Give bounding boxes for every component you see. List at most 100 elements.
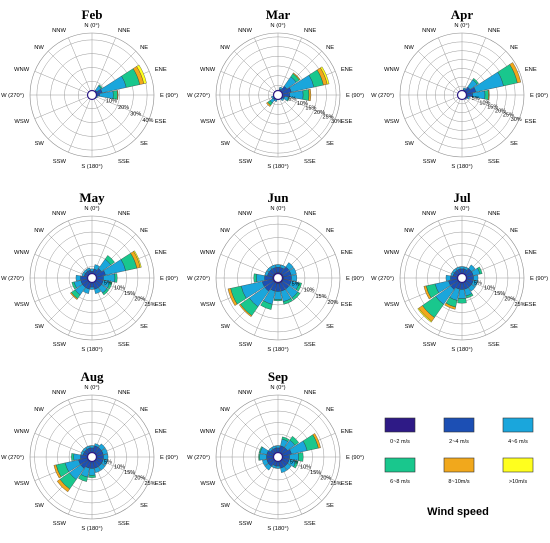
wind-sector-s-bin2 xyxy=(276,466,280,468)
wind-sector-w-bin3 xyxy=(254,274,257,283)
direction-label: ESE xyxy=(155,481,167,487)
ring-label: 30% xyxy=(130,111,141,117)
wind-sector-n-bin2 xyxy=(276,446,280,448)
direction-label: NNW xyxy=(238,390,252,396)
direction-label: N (0°) xyxy=(270,23,285,29)
legend-swatch xyxy=(444,458,474,472)
direction-label: ENE xyxy=(341,250,353,256)
direction-label: WNW xyxy=(384,67,400,73)
wind-sector-e-bin3 xyxy=(298,453,303,462)
direction-label: N (0°) xyxy=(454,23,469,29)
direction-label: NNE xyxy=(118,211,130,217)
ring-label: 5% xyxy=(474,280,482,286)
direction-label: NNE xyxy=(488,211,500,217)
wind-sector-n-bin2 xyxy=(276,265,281,268)
panel-title: Jul xyxy=(453,190,471,205)
legend-title: Wind speed xyxy=(427,506,489,518)
direction-label: SSE xyxy=(304,159,316,165)
direction-label: WSW xyxy=(200,302,215,308)
wind-sector-w-bin3 xyxy=(258,454,259,461)
direction-label: NW xyxy=(34,228,44,234)
direction-label: SW xyxy=(221,141,231,147)
direction-label: SE xyxy=(326,141,334,147)
direction-label: ENE xyxy=(155,67,167,73)
legend-swatch xyxy=(503,418,533,432)
ring-label: 10% xyxy=(106,98,117,104)
legend-swatch xyxy=(385,458,415,472)
direction-label: W (270°) xyxy=(1,93,24,99)
direction-label: W (270°) xyxy=(371,93,394,99)
direction-label: W (270°) xyxy=(1,455,24,461)
center-calm-circle xyxy=(88,453,97,462)
direction-label: WSW xyxy=(384,302,399,308)
direction-label: SSW xyxy=(423,342,437,348)
wind-sector-w-bin2 xyxy=(74,454,81,461)
wind-sector-s-bin3 xyxy=(274,299,282,301)
direction-label: S (180°) xyxy=(267,164,288,170)
direction-label: NE xyxy=(326,407,334,413)
direction-label: S (180°) xyxy=(81,347,102,353)
direction-label: E (90°) xyxy=(346,276,364,282)
direction-label: SSE xyxy=(488,159,500,165)
legend-label: 0~2 m/s xyxy=(390,439,410,445)
direction-label: ENE xyxy=(155,250,167,256)
grid-spoke xyxy=(418,95,462,139)
ring-label: 5% xyxy=(104,459,112,465)
direction-label: ENE xyxy=(525,67,537,73)
wind-sector-s-bin2 xyxy=(274,291,282,299)
direction-label: NW xyxy=(404,45,414,51)
wind-sector-e-bin4 xyxy=(309,89,311,101)
direction-label: SW xyxy=(35,141,45,147)
direction-label: WSW xyxy=(384,119,399,125)
panel-title: Mar xyxy=(266,7,291,22)
panel-title: Feb xyxy=(82,7,103,22)
wind-sector-ene-bin2 xyxy=(474,72,504,92)
direction-label: SE xyxy=(140,503,148,509)
center-calm-circle xyxy=(458,91,467,100)
direction-label: SW xyxy=(35,324,45,330)
direction-label: WNW xyxy=(14,250,30,256)
direction-label: E (90°) xyxy=(530,276,548,282)
direction-label: S (180°) xyxy=(451,164,472,170)
center-calm-circle xyxy=(274,91,283,100)
direction-label: SSE xyxy=(304,342,316,348)
direction-label: SE xyxy=(140,324,148,330)
direction-label: NE xyxy=(140,228,148,234)
direction-label: ENE xyxy=(155,429,167,435)
grid-spoke xyxy=(48,51,92,95)
direction-label: NW xyxy=(220,45,230,51)
direction-label: ESE xyxy=(155,302,167,308)
legend-label: 8~10m/s xyxy=(448,479,469,485)
direction-label: SSE xyxy=(488,342,500,348)
direction-label: NNW xyxy=(422,28,436,34)
ring-label: 40% xyxy=(142,118,153,124)
direction-label: NW xyxy=(220,228,230,234)
direction-label: NE xyxy=(510,228,518,234)
direction-label: WNW xyxy=(200,250,216,256)
direction-label: N (0°) xyxy=(454,206,469,212)
direction-label: NNW xyxy=(238,28,252,34)
center-calm-circle xyxy=(458,274,467,283)
direction-label: S (180°) xyxy=(81,526,102,532)
direction-label: NNE xyxy=(488,28,500,34)
direction-label: NNW xyxy=(422,211,436,217)
direction-label: N (0°) xyxy=(84,23,99,29)
wind-sector-n-bin2 xyxy=(90,446,94,448)
direction-label: NNE xyxy=(118,28,130,34)
ring-label: 5% xyxy=(290,459,298,465)
panel-title: Apr xyxy=(451,7,474,22)
direction-label: SE xyxy=(326,324,334,330)
direction-label: N (0°) xyxy=(270,206,285,212)
direction-label: NNE xyxy=(304,390,316,396)
wind-sector-s-bin3 xyxy=(458,298,467,303)
direction-label: NNW xyxy=(238,211,252,217)
direction-label: W (270°) xyxy=(187,455,210,461)
direction-label: N (0°) xyxy=(84,206,99,212)
direction-label: ESE xyxy=(341,119,353,125)
